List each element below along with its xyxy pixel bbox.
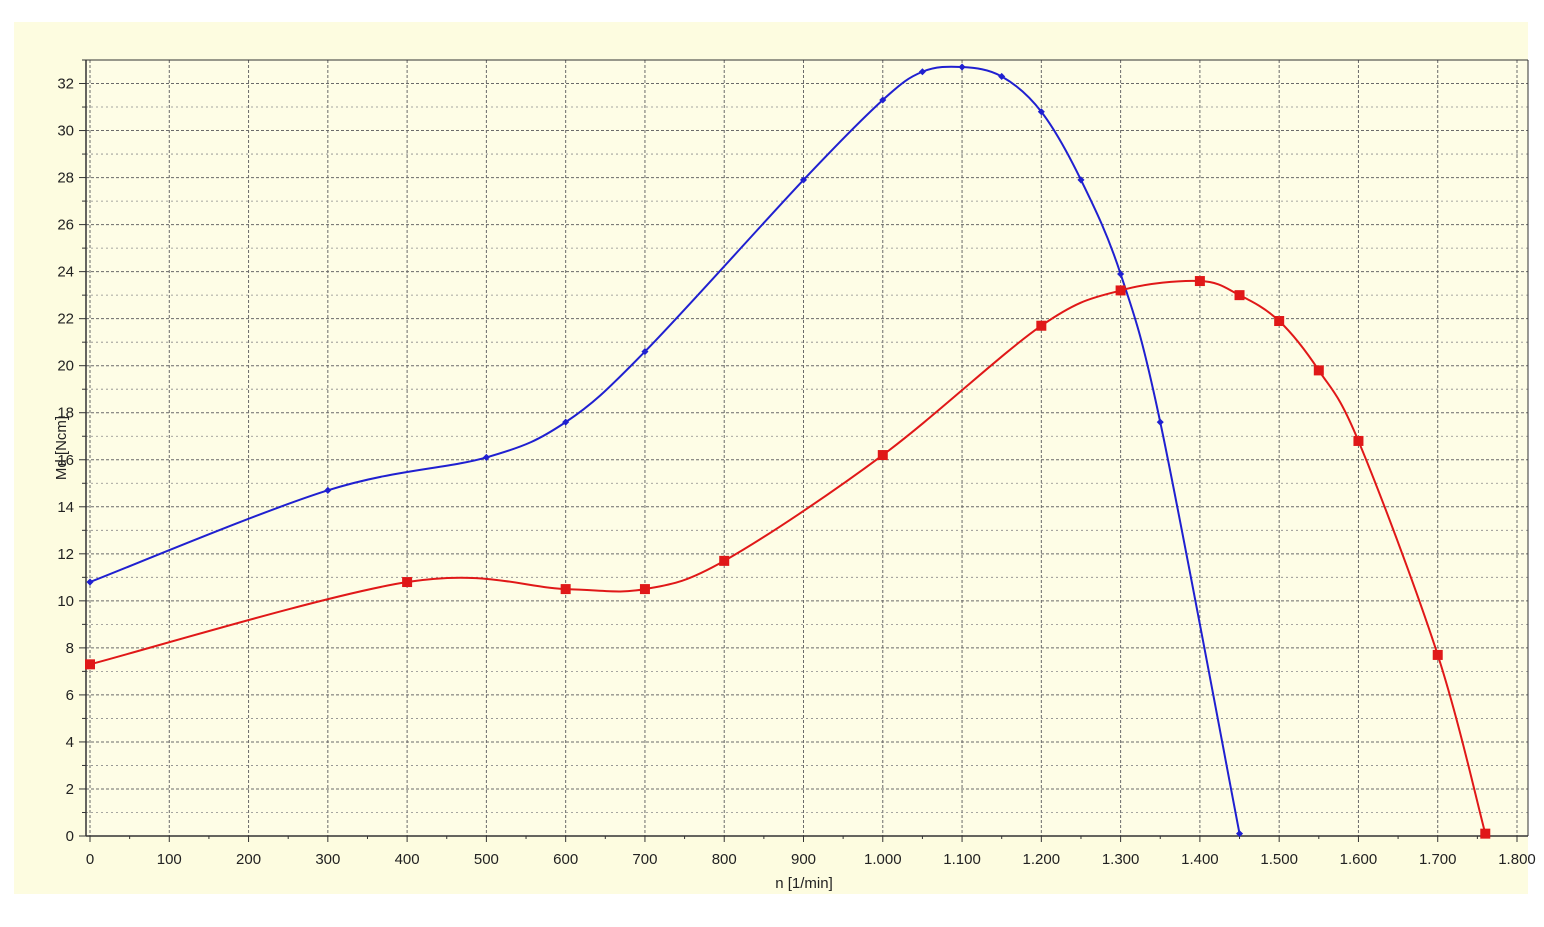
series	[85, 63, 1491, 839]
data-point	[86, 578, 94, 586]
y-tick-label: 30	[57, 123, 74, 140]
data-point	[482, 453, 490, 461]
y-tick-label: 18	[57, 405, 74, 422]
y-tick-label: 6	[66, 687, 74, 704]
x-tick-label: 1.000	[864, 851, 902, 868]
data-point	[1480, 828, 1491, 839]
x-tick-label: 500	[474, 851, 499, 868]
y-tick-label: 22	[57, 311, 74, 328]
x-tick-label: 1.400	[1181, 851, 1219, 868]
x-tick-label: 1.200	[1023, 851, 1061, 868]
y-tick-label: 0	[66, 828, 74, 845]
x-tick-label: 900	[791, 851, 816, 868]
plot-area	[86, 60, 1528, 836]
x-tick-label: 1.100	[943, 851, 981, 868]
data-point	[324, 486, 332, 494]
y-tick-label: 10	[57, 593, 74, 610]
x-tick-label: 800	[712, 851, 737, 868]
x-tick-label: 300	[315, 851, 340, 868]
data-point	[641, 348, 649, 356]
data-point	[639, 584, 650, 595]
series-red	[85, 276, 1491, 839]
x-axis-title: n [1/min]	[775, 875, 833, 892]
y-tick-label: 26	[57, 217, 74, 234]
data-point	[799, 176, 808, 184]
data-point	[918, 68, 926, 76]
series-blue	[86, 63, 1244, 838]
x-tick-label: 600	[553, 851, 578, 868]
data-point	[1194, 276, 1205, 287]
y-tick-label: 24	[57, 264, 74, 281]
x-tick-label: 1.600	[1340, 851, 1378, 868]
data-point	[1274, 316, 1285, 327]
x-tick-label: 700	[632, 851, 657, 868]
axes	[85, 59, 1529, 837]
y-tick-label: 16	[57, 452, 74, 469]
data-point	[998, 72, 1006, 80]
data-point	[879, 96, 887, 104]
x-tick-label: 0	[86, 851, 94, 868]
x-tick-labels: 0 100 200 300 400 500 600 700 800 900 1.000 1.100 1.…	[86, 851, 1536, 868]
y-axis-title: Md [Ncm]	[53, 416, 70, 480]
x-tick-label: 1.700	[1419, 851, 1457, 868]
data-point	[85, 659, 95, 670]
data-point	[877, 450, 888, 461]
data-point	[1353, 435, 1364, 446]
data-point	[560, 584, 571, 595]
y-tick-label: 28	[57, 170, 74, 187]
data-point	[1115, 285, 1126, 296]
data-point	[1036, 320, 1047, 331]
x-tick-label: 1.500	[1260, 851, 1298, 868]
data-point	[562, 418, 570, 426]
data-point	[1313, 365, 1324, 376]
x-tick-label: 400	[395, 851, 420, 868]
y-tick-label: 32	[57, 76, 74, 93]
x-tick-label: 1.300	[1102, 851, 1140, 868]
y-tick-label: 4	[66, 734, 74, 751]
y-tick-label: 20	[57, 358, 74, 375]
y-tick-label: 2	[66, 781, 74, 798]
x-tick-label: 1.800	[1498, 851, 1536, 868]
data-point	[1432, 649, 1443, 660]
y-tick-label: 12	[57, 546, 74, 563]
data-point	[958, 63, 966, 71]
data-point	[1234, 290, 1245, 301]
series-line	[89, 279, 1487, 834]
x-tick-label: 100	[157, 851, 182, 868]
y-tick-label: 14	[57, 499, 74, 516]
y-tick-label: 8	[66, 640, 74, 657]
data-point	[719, 555, 730, 566]
x-tick-label: 200	[236, 851, 261, 868]
data-point	[402, 577, 413, 588]
